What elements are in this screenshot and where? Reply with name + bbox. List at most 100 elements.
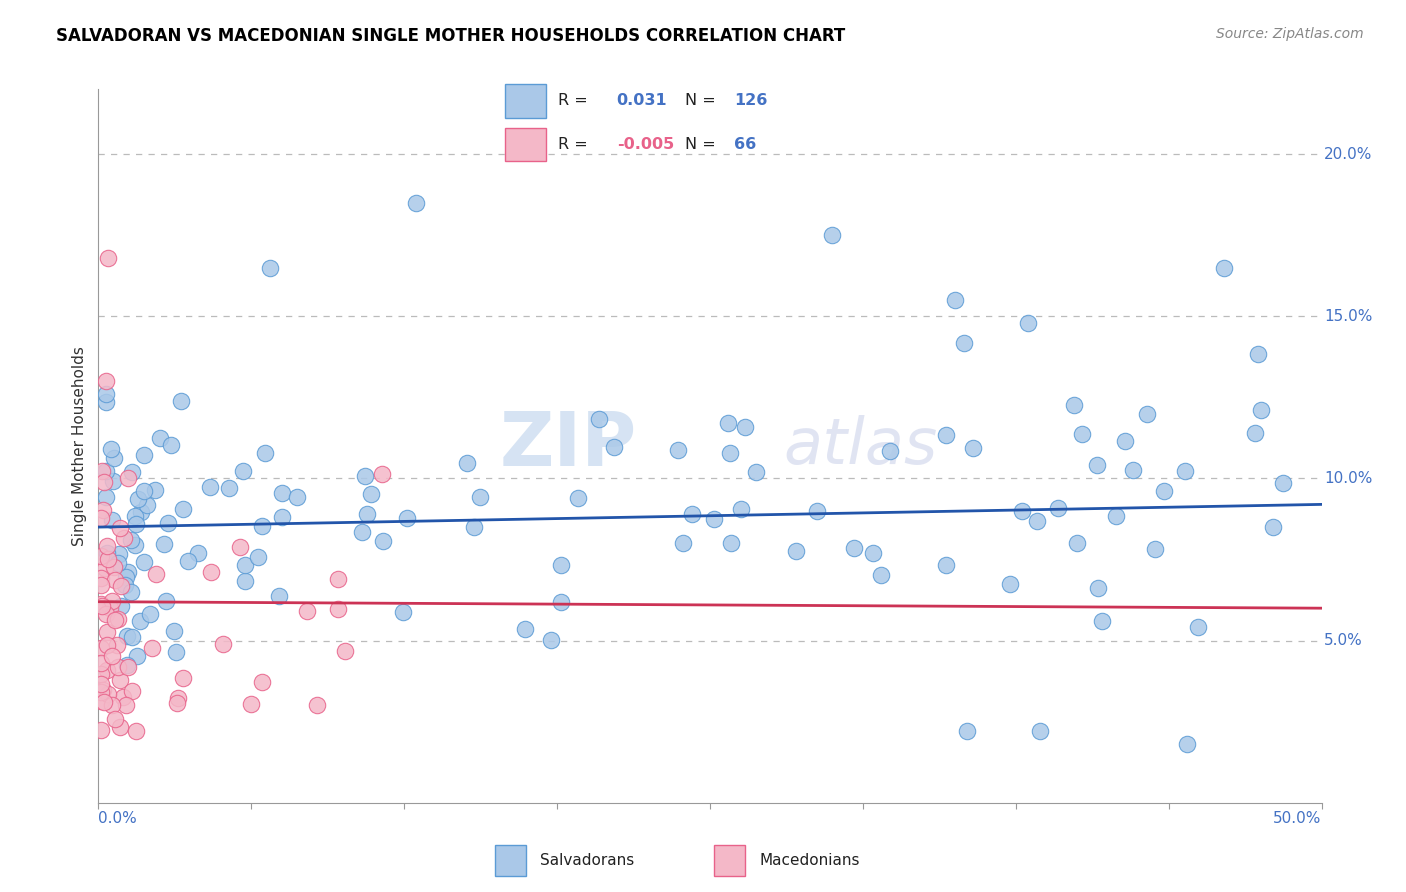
Point xyxy=(125,517,148,532)
Point xyxy=(603,441,626,455)
Point xyxy=(108,720,131,734)
Point xyxy=(91,683,114,698)
Point xyxy=(141,640,163,655)
Point xyxy=(121,683,143,698)
Y-axis label: Single Mother Households: Single Mother Households xyxy=(72,346,87,546)
Point xyxy=(943,293,966,307)
Point xyxy=(229,540,252,554)
Text: Source: ZipAtlas.com: Source: ZipAtlas.com xyxy=(1216,27,1364,41)
Point xyxy=(354,468,377,483)
Point xyxy=(120,533,142,547)
Point xyxy=(90,641,112,656)
Point xyxy=(90,667,112,681)
Point xyxy=(720,446,742,460)
Point xyxy=(94,374,117,388)
Point xyxy=(107,659,129,673)
Point xyxy=(110,521,132,535)
Point xyxy=(392,605,415,619)
Point xyxy=(104,712,127,726)
Point xyxy=(127,491,149,506)
Point xyxy=(172,671,194,685)
Point xyxy=(125,724,148,739)
Point xyxy=(143,483,166,497)
Point xyxy=(1246,347,1268,361)
Point xyxy=(198,480,221,494)
Point xyxy=(1066,536,1088,550)
Point xyxy=(187,546,209,560)
Point xyxy=(1026,515,1049,529)
Point xyxy=(1046,500,1069,515)
Point xyxy=(285,490,308,504)
Point xyxy=(468,490,491,504)
Point xyxy=(935,428,957,442)
Point xyxy=(107,612,129,626)
Point xyxy=(879,444,901,458)
Text: N =: N = xyxy=(685,94,716,108)
Point xyxy=(666,443,689,458)
Point xyxy=(145,566,167,581)
Point xyxy=(252,674,274,689)
Point xyxy=(101,474,124,488)
Point xyxy=(117,565,139,579)
Point xyxy=(139,607,162,621)
Point xyxy=(1017,316,1039,330)
Point xyxy=(1261,520,1284,534)
Point xyxy=(250,518,273,533)
Point xyxy=(1091,614,1114,628)
Text: R =: R = xyxy=(558,94,588,108)
Point xyxy=(307,698,329,712)
Text: 50.0%: 50.0% xyxy=(1274,812,1322,826)
Point xyxy=(110,579,132,593)
Point xyxy=(270,509,292,524)
Point xyxy=(235,574,257,589)
Text: Macedonians: Macedonians xyxy=(759,854,859,868)
Point xyxy=(117,471,139,485)
Point xyxy=(96,545,118,559)
Point xyxy=(90,578,112,592)
Point xyxy=(114,578,136,592)
Point xyxy=(160,437,183,451)
Point xyxy=(588,412,610,426)
Point xyxy=(90,685,112,699)
Point xyxy=(105,638,128,652)
Point xyxy=(232,464,254,478)
Point xyxy=(233,558,256,572)
Point xyxy=(136,498,159,512)
Point xyxy=(125,649,148,664)
Point xyxy=(115,569,138,583)
Point xyxy=(124,509,146,524)
Point xyxy=(1087,581,1109,595)
Point xyxy=(117,659,139,673)
Point xyxy=(132,555,155,569)
Point xyxy=(108,547,131,561)
Point xyxy=(703,512,725,526)
Text: 5.0%: 5.0% xyxy=(1324,633,1362,648)
Point xyxy=(730,502,752,516)
Point xyxy=(91,599,114,613)
Point xyxy=(170,394,193,409)
Point xyxy=(177,554,200,568)
Point xyxy=(1063,397,1085,411)
Point xyxy=(396,510,419,524)
Point xyxy=(97,552,120,566)
Point xyxy=(132,484,155,499)
Point xyxy=(98,601,121,615)
Point xyxy=(163,624,186,638)
Point xyxy=(114,698,136,712)
Point xyxy=(101,513,124,527)
Point xyxy=(1136,407,1159,421)
Text: 15.0%: 15.0% xyxy=(1324,309,1372,324)
Point xyxy=(259,260,281,275)
Point xyxy=(567,491,589,506)
Point xyxy=(360,487,382,501)
Point xyxy=(734,420,756,434)
Point xyxy=(269,589,291,603)
Point xyxy=(103,450,125,465)
Point xyxy=(153,537,176,551)
Point xyxy=(121,465,143,479)
Point xyxy=(744,465,766,479)
Point xyxy=(100,649,122,664)
Point xyxy=(107,556,129,570)
Point xyxy=(96,663,118,677)
Bar xyxy=(505,128,546,161)
